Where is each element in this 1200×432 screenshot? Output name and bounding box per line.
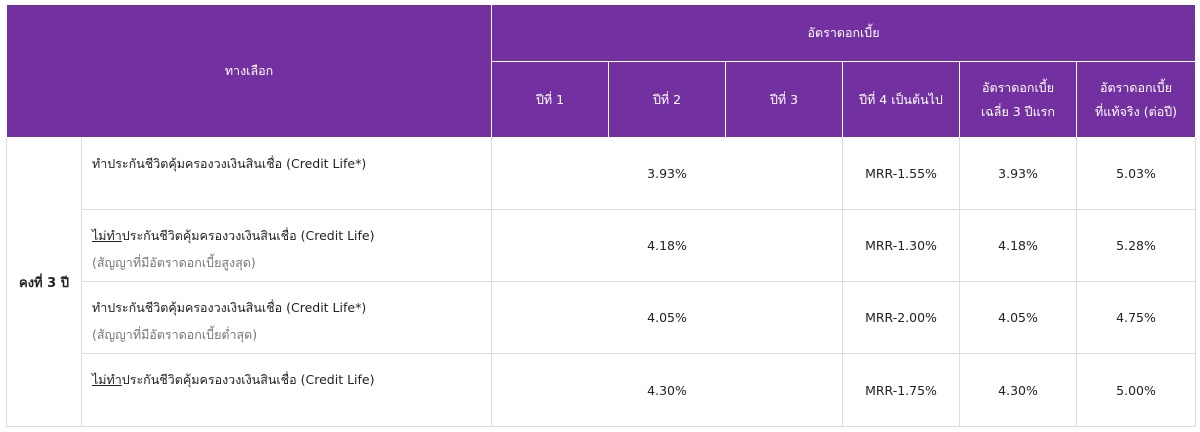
average-rate-cell: 4.05% [959, 281, 1077, 354]
header-interest-rate: อัตราดอกเบี้ย [490, 4, 1197, 62]
header-average-line-1: อัตราดอกเบี้ย [981, 79, 1055, 95]
average-rate-cell: 4.30% [959, 353, 1077, 427]
table-row: คงที่ 3 ปี ทำประกันชีวิตคุ้มครองวงเงินสิ… [6, 137, 1197, 427]
effective-rate-cell: 5.28% [1075, 209, 1197, 282]
header-average-3-years: อัตราดอกเบี้ยเฉลี่ย 3 ปีแรก [959, 61, 1077, 138]
option-note: (สัญญาที่มีอัตราดอกเบี้ยสูงสุด) [92, 255, 256, 270]
option-cell: ไม่ทำประกันชีวิตคุ้มครองวงเงินสินเชื่อ (… [81, 353, 492, 427]
average-rate-cell: 4.18% [959, 209, 1077, 282]
table-row: ไม่ทำประกันชีวิตคุ้มครองวงเงินสินเชื่อ (… [7, 353, 1197, 427]
option-text: ทำประกันชีวิตคุ้มครองวงเงินสินเชื่อ (Cre… [92, 300, 367, 315]
option-prefix-underlined: ไม่ทำ [92, 228, 122, 243]
option-cell: ทำประกันชีวิตคุ้มครองวงเงินสินเชื่อ (Cre… [81, 137, 492, 210]
option-text: ทำประกันชีวิตคุ้มครองวงเงินสินเชื่อ (Cre… [92, 156, 367, 171]
fixed-rate-cell: 3.93% [491, 137, 843, 210]
header-year-4-onward: ปีที่ 4 เป็นต้นไป [842, 61, 960, 138]
option-cell: ทำประกันชีวิตคุ้มครองวงเงินสินเชื่อ (Cre… [81, 281, 492, 354]
table-row: ทำประกันชีวิตคุ้มครองวงเงินสินเชื่อ (Cre… [7, 281, 1197, 354]
header-year-3: ปีที่ 3 [725, 61, 843, 138]
option-text: ประกันชีวิตคุ้มครองวงเงินสินเชื่อ (Credi… [121, 372, 375, 387]
average-rate-cell: 3.93% [959, 137, 1077, 210]
header-option: ทางเลือก [6, 4, 492, 138]
interest-rate-table: ทางเลือก อัตราดอกเบี้ย ปีที่ 1 ปีที่ 2 ป… [6, 4, 1197, 427]
effective-rate-cell: 4.75% [1075, 281, 1197, 354]
option-text: ประกันชีวิตคุ้มครองวงเงินสินเชื่อ (Credi… [121, 228, 375, 243]
header-effective-rate: อัตราดอกเบี้ยที่แท้จริง (ต่อปี) [1075, 61, 1197, 138]
table-row: ไม่ทำประกันชีวิตคุ้มครองวงเงินสินเชื่อ (… [7, 209, 1197, 282]
option-cell: ไม่ทำประกันชีวิตคุ้มครองวงเงินสินเชื่อ (… [81, 209, 492, 282]
term-label: คงที่ 3 ปี [6, 137, 82, 427]
fixed-rate-cell: 4.05% [491, 281, 843, 354]
header-year-2: ปีที่ 2 [608, 61, 726, 138]
year4-rate-cell: MRR-1.30% [842, 209, 960, 282]
year4-rate-cell: MRR-2.00% [842, 281, 960, 354]
effective-rate-cell: 5.00% [1075, 353, 1197, 427]
option-prefix-underlined: ไม่ทำ [92, 372, 122, 387]
year4-rate-cell: MRR-1.75% [842, 353, 960, 427]
effective-rate-cell: 5.03% [1075, 137, 1197, 210]
year4-rate-cell: MRR-1.55% [842, 137, 960, 210]
option-note: (สัญญาที่มีอัตราดอกเบี้ยต่ำสุด) [92, 327, 258, 342]
fixed-rate-cell: 4.18% [491, 209, 843, 282]
header-year-1: ปีที่ 1 [491, 61, 609, 138]
fixed-rate-cell: 4.30% [491, 353, 843, 427]
header-effective-line-2: ที่แท้จริง (ต่อปี) [1095, 103, 1178, 119]
header-effective-line-1: อัตราดอกเบี้ย [1099, 79, 1173, 95]
header-average-line-2: เฉลี่ย 3 ปีแรก [981, 103, 1055, 119]
